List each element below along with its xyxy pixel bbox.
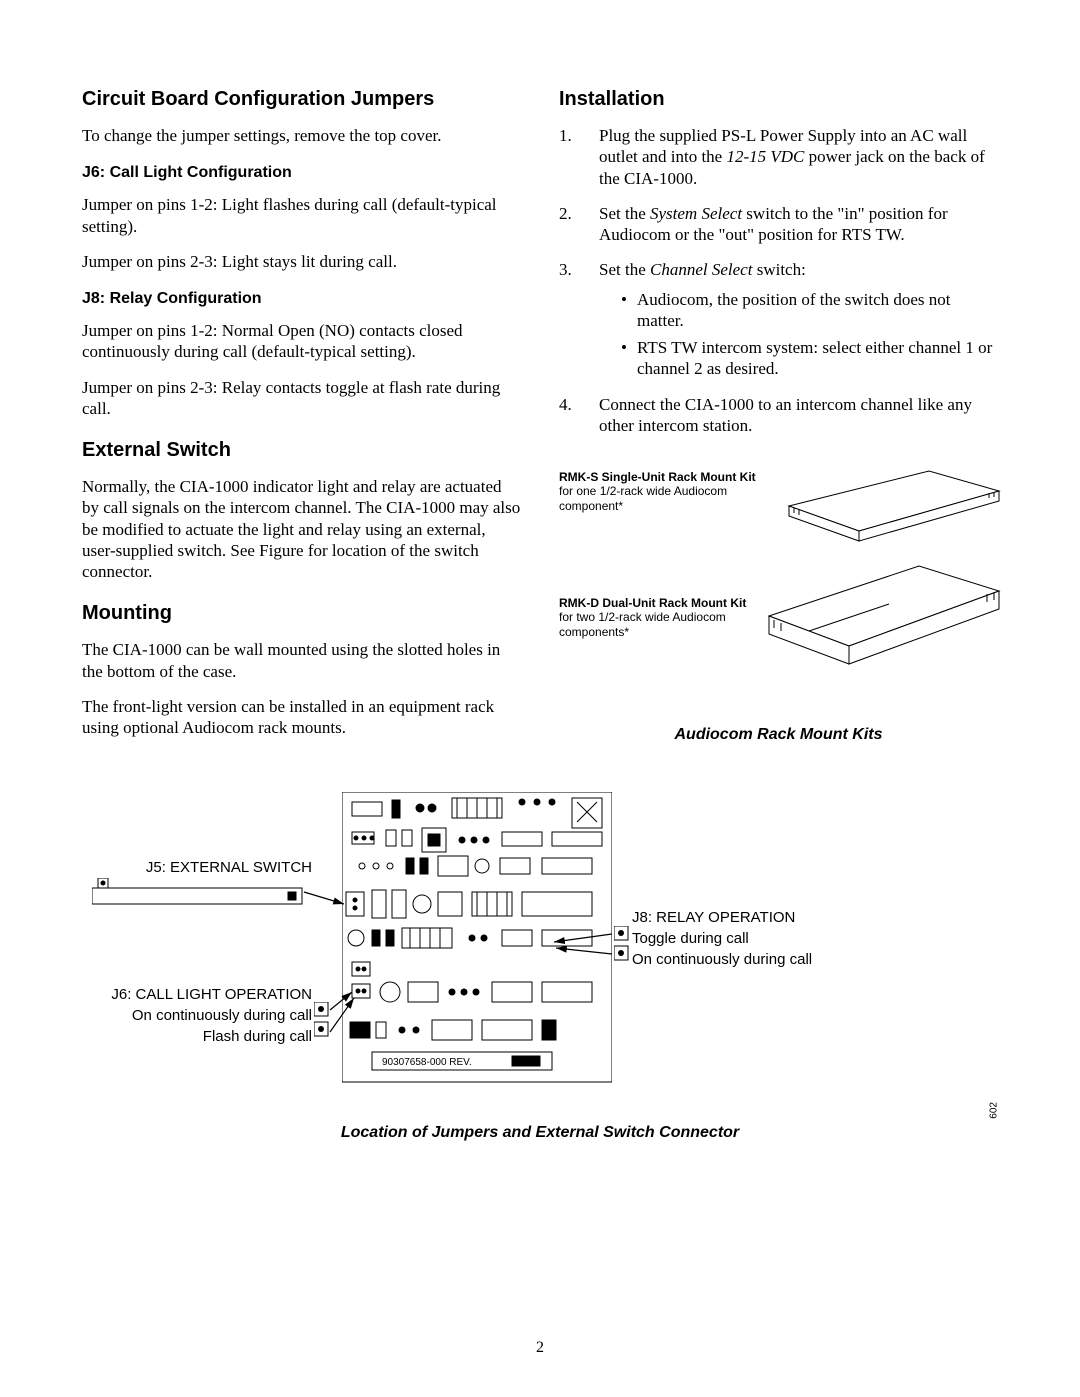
para-mount-2: The front-light version can be installed…: [82, 696, 521, 739]
page-number: 2: [536, 1339, 544, 1357]
step2-a: Set the: [599, 204, 650, 223]
j6-callout: J6: CALL LIGHT OPERATION On continuously…: [82, 984, 312, 1047]
j8-toggle: Toggle during call: [632, 930, 749, 947]
rmk-s-sub: for one 1/2-rack wide Audiocom component…: [559, 484, 727, 512]
install-step-3: Set the Channel Select switch: Audiocom,…: [559, 259, 998, 379]
heading-jumpers: Circuit Board Configuration Jumpers: [82, 88, 521, 111]
rmk-s-label: RMK-S Single-Unit Rack Mount Kit for one…: [559, 470, 759, 513]
j6-on: On continuously during call: [132, 1007, 312, 1024]
j6-flash: Flash during call: [203, 1028, 312, 1045]
two-column-layout: Circuit Board Configuration Jumpers To c…: [82, 88, 998, 752]
step3-a: Set the: [599, 260, 650, 279]
j8-callout: J8: RELAY OPERATION Toggle during call O…: [632, 907, 892, 970]
step3-b: switch:: [752, 260, 805, 279]
right-column: Installation Plug the supplied PS-L Powe…: [559, 88, 998, 752]
step3-i: Channel Select: [650, 260, 752, 279]
rmk-d-sub: for two 1/2-rack wide Audiocom component…: [559, 610, 726, 638]
j5-connector-icon: [92, 878, 322, 922]
install-step-1: Plug the supplied PS-L Power Supply into…: [559, 125, 998, 189]
step3-bullet-2: RTS TW intercom system: select either ch…: [621, 337, 998, 380]
step3-bullets: Audiocom, the position of the switch doe…: [599, 289, 998, 380]
j8-jumper-icon: [614, 926, 630, 966]
heading-installation: Installation: [559, 88, 998, 111]
j5-callout: J5: EXTERNAL SWITCH: [82, 857, 312, 878]
pcb-rev-text: 90307658-000 REV.: [382, 1057, 472, 1068]
step1-i: 12-15 VDC: [726, 147, 804, 166]
heading-j8: J8: Relay Configuration: [82, 290, 521, 308]
install-step-2: Set the System Select switch to the "in"…: [559, 203, 998, 246]
j5-title: J5: EXTERNAL SWITCH: [146, 859, 312, 876]
step3-bullet-1: Audiocom, the position of the switch doe…: [621, 289, 998, 332]
para-external-switch: Normally, the CIA-1000 indicator light a…: [82, 476, 521, 582]
para-mount-1: The CIA-1000 can be wall mounted using t…: [82, 639, 521, 682]
rmk-d-icon: [759, 546, 1009, 686]
pcb-icon: 90307658-000 REV.: [342, 792, 612, 1092]
left-column: Circuit Board Configuration Jumpers To c…: [82, 88, 521, 752]
install-steps: Plug the supplied PS-L Power Supply into…: [559, 125, 998, 436]
page-root: Circuit Board Configuration Jumpers To c…: [0, 0, 1080, 1397]
para-j8-2: Jumper on pins 2-3: Relay contacts toggl…: [82, 377, 521, 420]
heading-external-switch: External Switch: [82, 439, 521, 462]
para-j8-1: Jumper on pins 1-2: Normal Open (NO) con…: [82, 320, 521, 363]
rmk-d-label: RMK-D Dual-Unit Rack Mount Kit for two 1…: [559, 596, 759, 639]
board-figure: J5: EXTERNAL SWITCH J6: CALL LIGHT OPERA…: [82, 792, 998, 1132]
install-step-4: Connect the CIA-1000 to an intercom chan…: [559, 394, 998, 437]
j8-title: J8: RELAY OPERATION: [632, 909, 795, 926]
rmk-s-icon: [779, 456, 1009, 546]
rack-mount-figure: RMK-S Single-Unit Rack Mount Kit for one…: [559, 466, 998, 726]
rmk-d-title: RMK-D Dual-Unit Rack Mount Kit: [559, 596, 746, 610]
para-jumpers-intro: To change the jumper settings, remove th…: [82, 125, 521, 146]
j6-jumper-icon: [314, 1002, 330, 1042]
j8-on: On continuously during call: [632, 951, 812, 968]
j6-title: J6: CALL LIGHT OPERATION: [111, 986, 312, 1003]
para-j6-1: Jumper on pins 1-2: Light flashes during…: [82, 194, 521, 237]
rmk-s-title: RMK-S Single-Unit Rack Mount Kit: [559, 470, 756, 484]
rack-caption: Audiocom Rack Mount Kits: [559, 726, 998, 744]
heading-j6: J6: Call Light Configuration: [82, 164, 521, 182]
para-j6-2: Jumper on pins 2-3: Light stays lit duri…: [82, 251, 521, 272]
board-caption: Location of Jumpers and External Switch …: [82, 1124, 998, 1142]
step2-i: System Select: [650, 204, 742, 223]
heading-mounting: Mounting: [82, 602, 521, 625]
figure-side-number: 602: [989, 1102, 1000, 1119]
